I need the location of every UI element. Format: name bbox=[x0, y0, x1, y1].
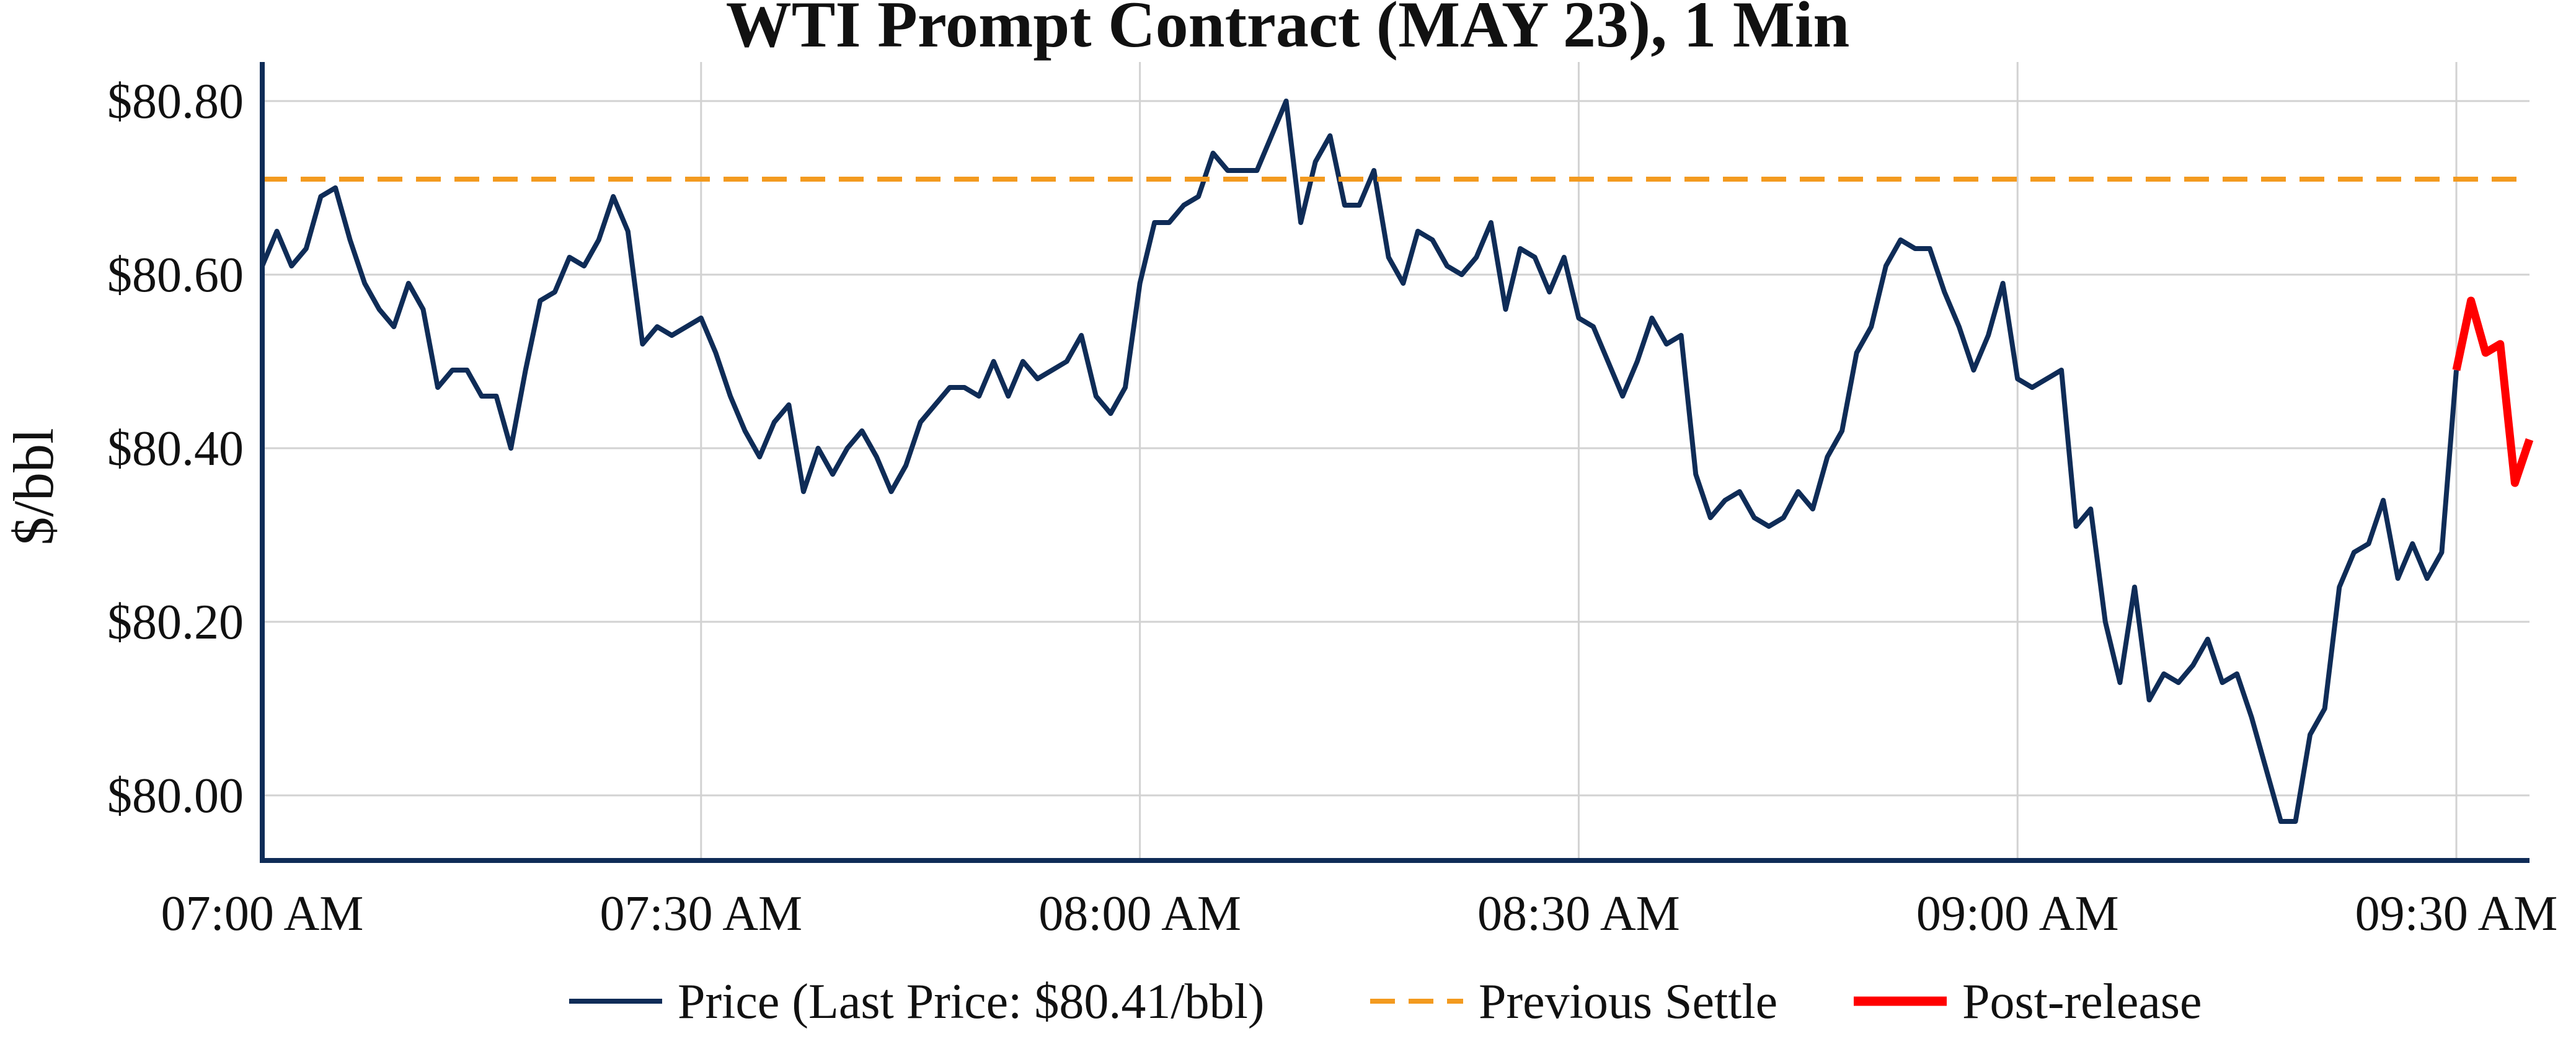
chart-title: WTI Prompt Contract (MAY 23), 1 Min bbox=[726, 0, 1850, 61]
legend-label: Previous Settle bbox=[1479, 975, 1777, 1029]
x-tick-label: 07:30 AM bbox=[600, 887, 802, 941]
legend-label: Price (Last Price: $80.41/bbl) bbox=[678, 975, 1264, 1029]
price-series-line bbox=[260, 99, 2459, 824]
x-tick-label: 08:30 AM bbox=[1477, 887, 1680, 941]
y-tick-label: $80.20 bbox=[107, 595, 244, 650]
grid-lines bbox=[261, 62, 2530, 860]
tick-labels: $80.00 $80.20 $80.40 $80.60 $80.80 07:00 AM 07… bbox=[107, 74, 2557, 941]
legend: Price (Last Price: $80.41/bbl) Previous S… bbox=[569, 975, 2202, 1029]
y-tick-label: $80.00 bbox=[107, 769, 244, 823]
y-tick-label: $80.40 bbox=[107, 422, 244, 476]
x-tick-label: 09:30 AM bbox=[2355, 887, 2558, 941]
axes bbox=[260, 62, 2530, 863]
y-tick-label: $80.60 bbox=[107, 248, 244, 303]
x-tick-label: 08:00 AM bbox=[1038, 887, 1241, 941]
post-release-series-line bbox=[2452, 296, 2534, 487]
x-tick-label: 09:00 AM bbox=[1916, 887, 2119, 941]
series-layer bbox=[260, 99, 2534, 824]
y-tick-label: $80.80 bbox=[107, 74, 244, 129]
legend-label: Post-release bbox=[1962, 975, 2202, 1029]
y-axis-label: $/bbl bbox=[2, 428, 65, 545]
x-tick-label: 07:00 AM bbox=[161, 887, 364, 941]
